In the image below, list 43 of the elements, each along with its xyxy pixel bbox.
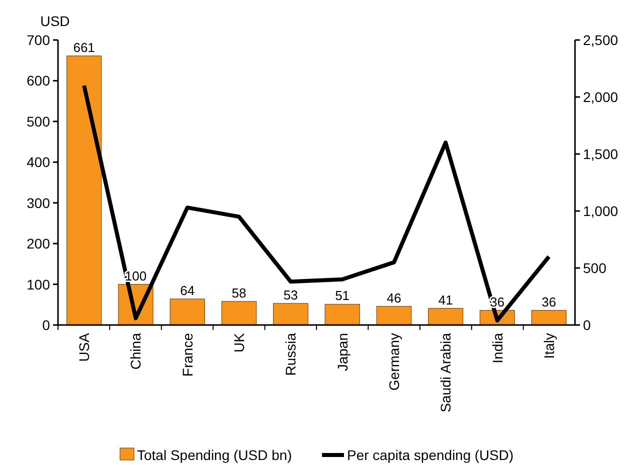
- x-tick-label: France: [179, 332, 196, 377]
- y-tick-label: 600: [26, 72, 50, 89]
- y-tick-label: 0: [42, 317, 50, 333]
- bar: [376, 306, 412, 326]
- legend-label: Total Spending (USD bn): [137, 447, 292, 463]
- data-label: 46: [386, 290, 402, 306]
- bar: [66, 56, 102, 326]
- y2-tick-label: 1,500: [583, 146, 618, 162]
- data-label: 661: [73, 40, 95, 55]
- data-label: 58: [232, 285, 246, 300]
- data-label: 51: [335, 288, 350, 304]
- y-axis-title: USD: [40, 13, 70, 29]
- y-tick-label: 700: [26, 32, 50, 48]
- x-tick-label: China: [128, 332, 144, 370]
- bar: [531, 310, 567, 326]
- y2-tick-label: 2,500: [583, 32, 618, 48]
- x-tick-label: Germany: [386, 333, 402, 391]
- x-tick-label: Italy: [540, 333, 557, 359]
- y-tick-label: 100: [26, 276, 50, 292]
- x-tick-label: Japan: [334, 333, 350, 372]
- bar: [428, 308, 464, 326]
- legend-label: Per capita spending (USD): [347, 447, 514, 463]
- data-label: 36: [542, 294, 556, 310]
- y2-tick-label: 500: [583, 260, 607, 276]
- data-label: 64: [180, 282, 195, 298]
- bar: [273, 303, 308, 326]
- y-tick-label: 200: [26, 236, 50, 252]
- y-tick-label: 400: [26, 154, 50, 170]
- y2-tick-label: 1,000: [583, 203, 618, 219]
- y2-tick-label: 0: [583, 317, 591, 333]
- y2-tick-label: 2,000: [583, 89, 618, 105]
- bar: [170, 298, 205, 326]
- x-tick-label: Saudi Arabia: [438, 332, 454, 412]
- bar: [221, 301, 257, 326]
- x-tick-label: UK: [231, 332, 248, 352]
- x-tick-label: Russia: [282, 332, 299, 376]
- y-tick-label: 500: [26, 113, 50, 130]
- data-label: 41: [438, 292, 453, 308]
- y-tick-label: 300: [26, 194, 50, 211]
- x-tick-label: USA: [76, 332, 92, 362]
- data-label: 53: [283, 287, 298, 302]
- x-tick-label: India: [489, 332, 506, 364]
- bar: [324, 304, 360, 326]
